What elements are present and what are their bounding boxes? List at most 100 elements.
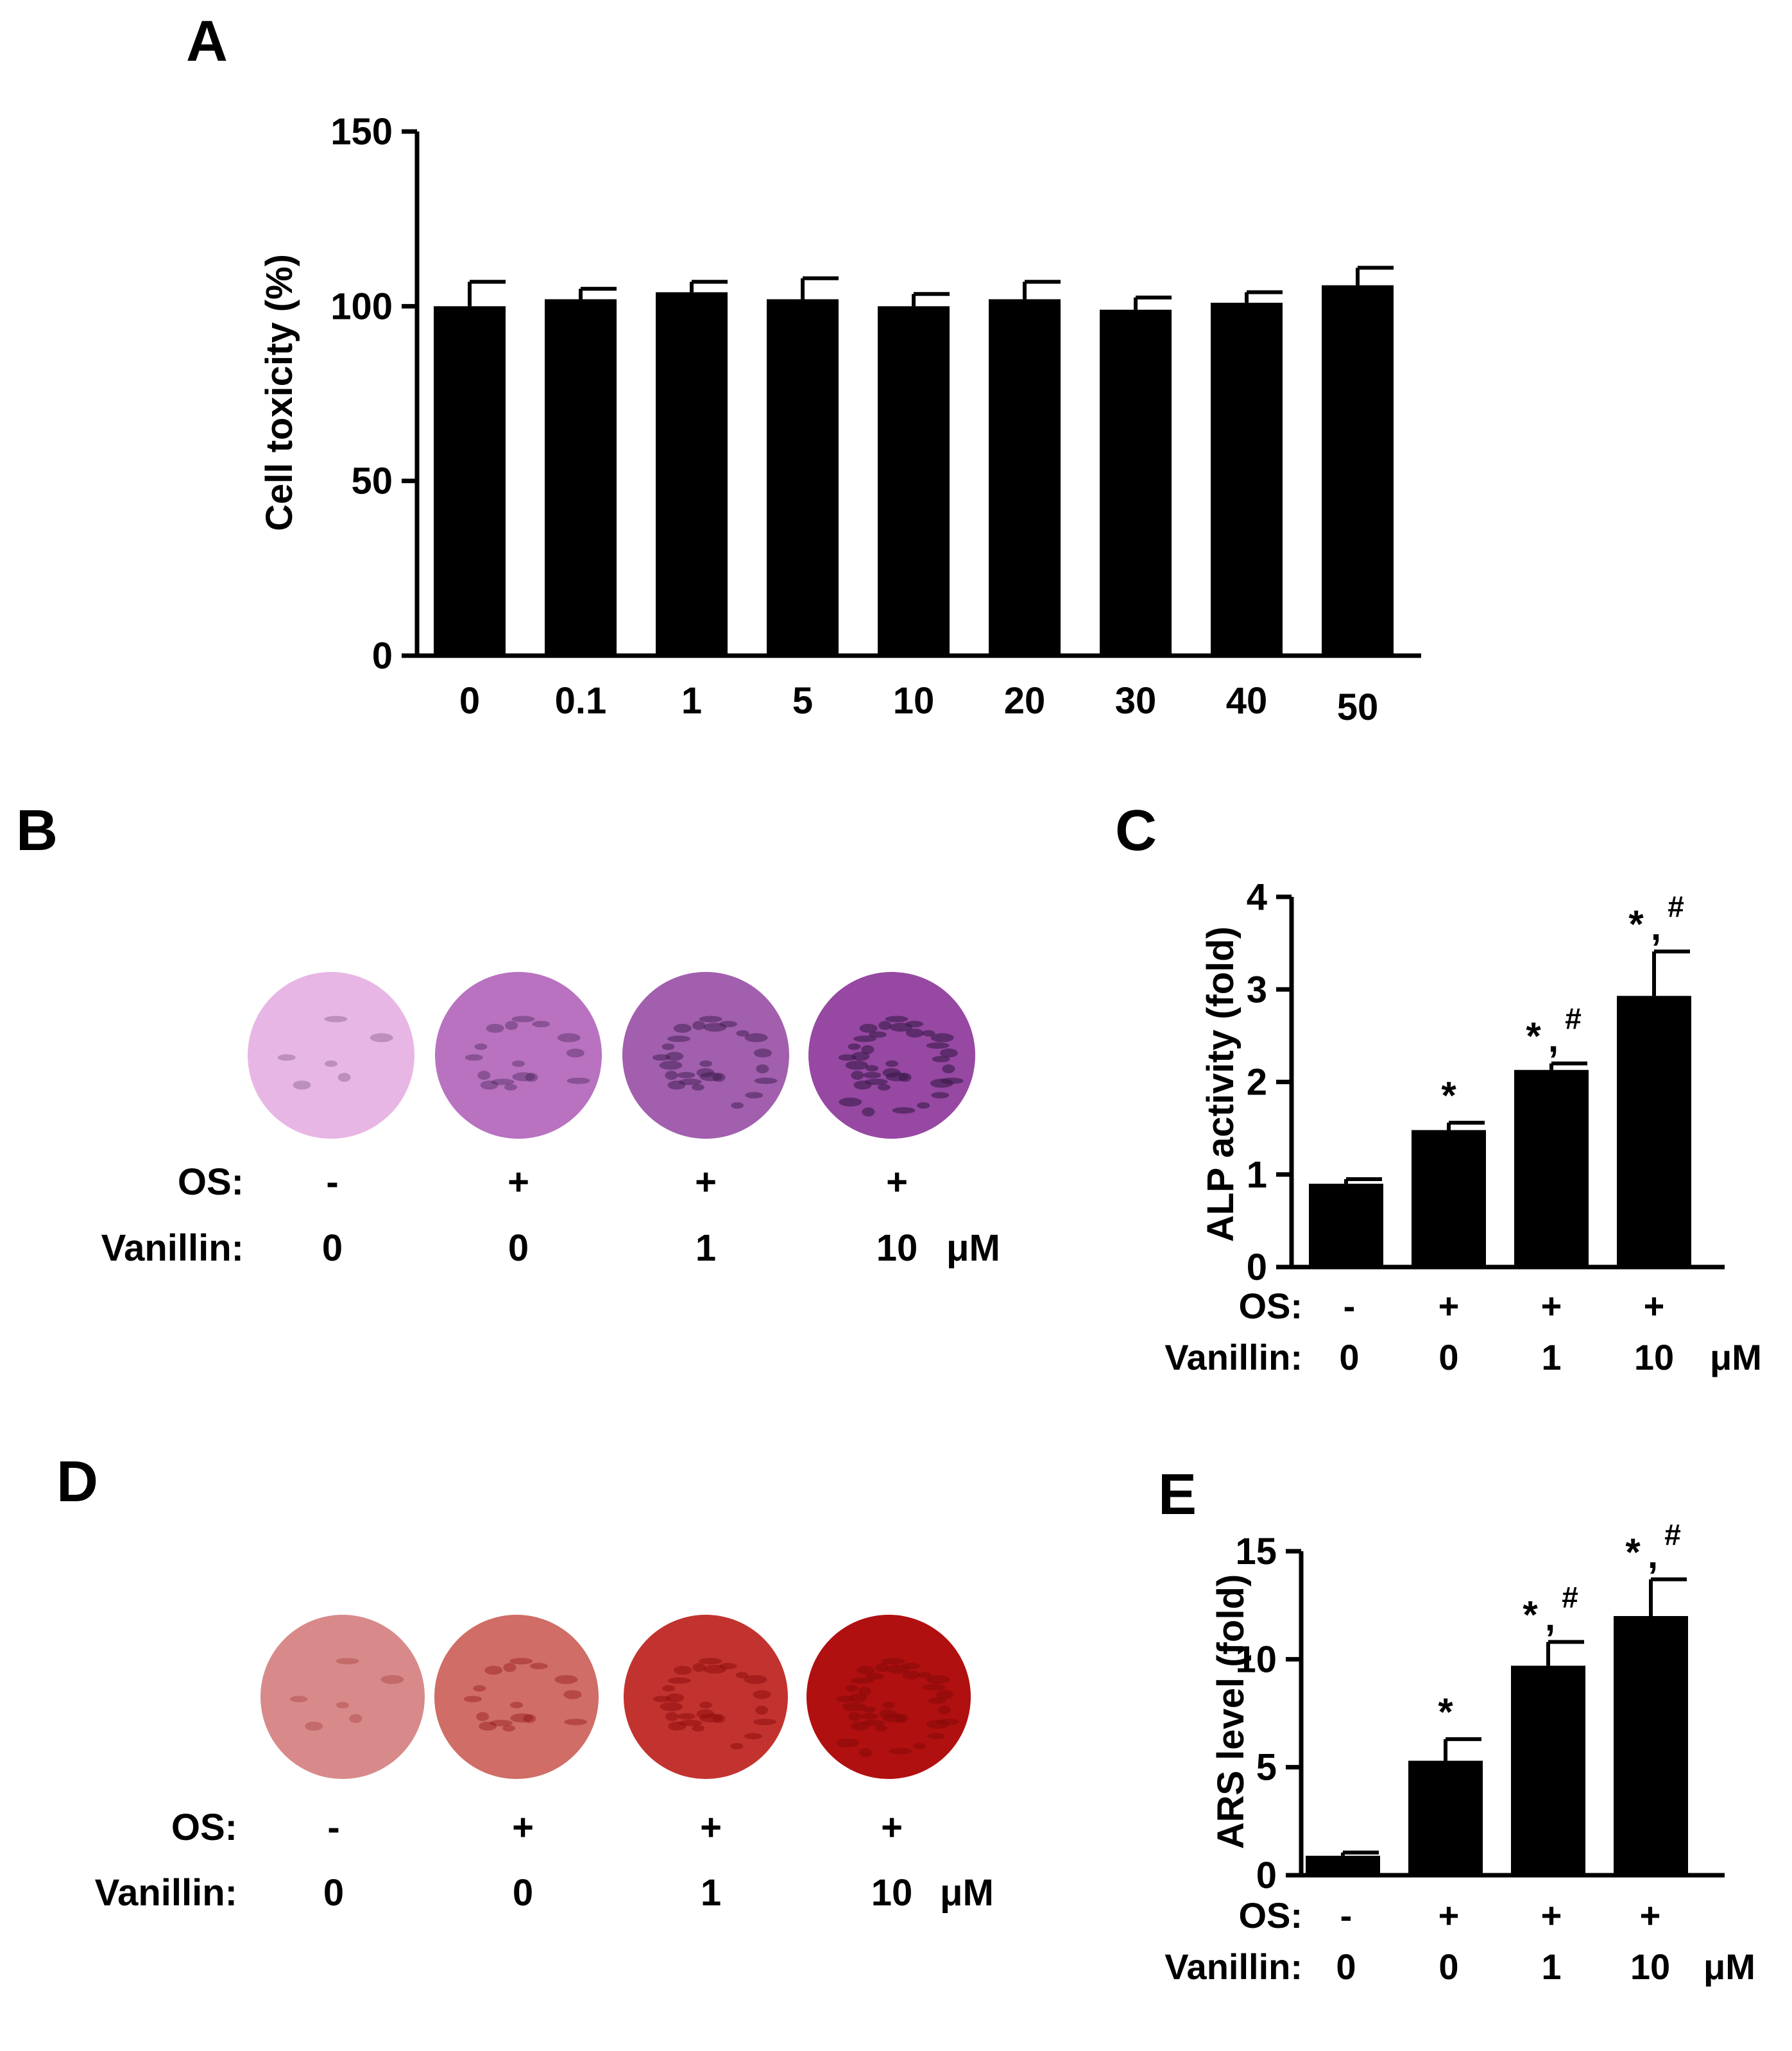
a-bar — [878, 306, 950, 656]
panel-b-well — [622, 972, 789, 1139]
panel-d-stain-spot — [918, 1672, 932, 1679]
c-bar — [1617, 996, 1691, 1267]
panel-b-stain-spot — [878, 1021, 892, 1030]
panel-d-stain-spot — [336, 1701, 349, 1708]
panel-d-stain-spot — [699, 1658, 722, 1665]
panel-d-stain-spot — [677, 1713, 695, 1720]
panel-b-stain-spot — [851, 1051, 870, 1061]
panel-b-condition-value: 0 — [322, 1227, 343, 1269]
panel-b-stain-spot — [753, 1048, 772, 1058]
panel-b-condition-value: + — [695, 1161, 717, 1203]
panel-d-stain-spot — [927, 1733, 946, 1740]
panel-d-stain-spot — [862, 1706, 876, 1713]
panel-d-stain-spot — [935, 1690, 954, 1699]
panel-b-stain-spot — [885, 1016, 909, 1023]
panel-b-stain-spot — [486, 1023, 504, 1033]
panel-b-stain-spot — [932, 1055, 950, 1062]
c-bar — [1309, 1184, 1383, 1267]
panel-d-stain-spot — [490, 1719, 513, 1726]
a-x-tick-label: 5 — [792, 680, 813, 722]
panel-b-stain-spot — [525, 1073, 538, 1082]
panel-d-stain-spot — [753, 1690, 771, 1699]
panel-b-stain-spot — [678, 1078, 702, 1085]
chart-c-condition-value: 10 — [1634, 1337, 1674, 1377]
c-y-tick-label: 3 — [1247, 969, 1267, 1010]
panel-b-stain-spot — [504, 1084, 517, 1091]
panel-b-stain-spot — [731, 1102, 744, 1109]
panel-b-stain-spot — [491, 1078, 515, 1085]
chart-e-condition-value: - — [1340, 1895, 1353, 1936]
panel-b-condition-value: + — [508, 1161, 529, 1203]
panel-d-stain-spot — [848, 1712, 862, 1721]
panel-d-stain-spot — [662, 1685, 676, 1692]
panel-d-stain-spot — [653, 1696, 671, 1703]
panel-b-stain-spot — [673, 1023, 692, 1033]
panel-d-condition-value: + — [700, 1807, 722, 1848]
panel-d-stain-spot — [699, 1713, 723, 1723]
panel-b-condition-value: - — [326, 1161, 338, 1203]
panel-d-stain-spot — [674, 1665, 692, 1675]
panel-b-condition-value: 0 — [508, 1227, 529, 1269]
chart-e-condition-value: 10 — [1630, 1946, 1670, 1987]
panel-d-stain-spot — [479, 1721, 497, 1731]
a-x-tick-label: 1 — [681, 680, 702, 722]
panel-d-condition-value: + — [881, 1807, 903, 1848]
panel-b-stain-spot — [477, 1071, 491, 1080]
panel-b-stain-spot — [505, 1021, 518, 1030]
chart-c-condition-label: Vanillin: — [1165, 1337, 1302, 1377]
panel-letter-c: C — [1115, 799, 1157, 863]
chart-a-y-label: Cell toxicity (%) — [259, 254, 300, 531]
e-significance-comma: , — [1648, 1535, 1658, 1576]
panel-d-stain-spot — [928, 1697, 946, 1704]
panel-d-well — [434, 1615, 599, 1779]
panel-d-stain-spot — [696, 1709, 715, 1719]
panel-d-stain-spot — [667, 1677, 691, 1684]
c-significance-comma: , — [1548, 1019, 1558, 1060]
stain-panel-d: OS: - + + + Vanillin: 0 0 1 10 μM — [95, 1615, 994, 1914]
panel-letter-d: D — [56, 1450, 98, 1514]
panel-b-stain-spot — [511, 1016, 535, 1023]
chart-e-condition-value: + — [1541, 1895, 1562, 1936]
panel-b-stain-spot — [756, 1064, 769, 1074]
e-y-tick-label: 5 — [1256, 1747, 1277, 1789]
panel-d-condition-value: 0 — [513, 1872, 533, 1914]
panel-b-stain-spot — [652, 1054, 670, 1061]
chart-e-condition-label: Vanillin: — [1165, 1946, 1302, 1987]
e-significance-hash: # — [1664, 1518, 1681, 1551]
c-significance-star: * — [1526, 1015, 1541, 1058]
panel-d-stain-spot — [503, 1663, 516, 1672]
panel-d-stain-spot — [484, 1665, 503, 1675]
c-significance-star: * — [1628, 903, 1644, 946]
panel-d-stain-spot — [926, 1674, 950, 1684]
panel-d-stain-spot — [349, 1714, 363, 1723]
panel-b-stain-spot — [337, 1073, 351, 1082]
panel-b-stain-spot — [277, 1054, 296, 1061]
panel-b-stain-spot — [864, 1078, 888, 1085]
chart-e-condition-value: 1 — [1541, 1946, 1561, 1987]
panel-b-stain-spot — [324, 1016, 348, 1023]
panel-d-stain-spot — [922, 1684, 946, 1691]
panel-d-stain-spot — [502, 1725, 516, 1732]
panel-d-stain-spot — [938, 1705, 951, 1715]
panel-b-stain-spot — [532, 1021, 550, 1028]
panel-b-stain-spot — [567, 1077, 590, 1084]
panel-b-stain-spot — [877, 1084, 891, 1091]
panel-b-stain-spot — [851, 1071, 864, 1080]
panel-b-stain-spot — [699, 1016, 722, 1023]
panel-d-condition-value: - — [327, 1807, 339, 1848]
panel-b-stain-spot — [744, 1033, 768, 1043]
panel-d-stain-spot — [755, 1705, 769, 1715]
panel-d-well — [624, 1615, 788, 1779]
panel-b-stain-spot — [661, 1043, 675, 1050]
panel-b-stain-spot — [862, 1107, 875, 1117]
panel-d-stain-spot — [845, 1685, 858, 1692]
panel-b-stain-spot — [692, 1021, 706, 1030]
panel-d-stain-spot — [857, 1665, 875, 1675]
panel-b-stain-spot — [474, 1043, 488, 1050]
panel-d-stain-spot — [509, 1658, 533, 1665]
e-significance-star: * — [1438, 1690, 1453, 1733]
chart-c-condition-value: 1 — [1541, 1337, 1561, 1377]
e-y-tick-label: 10 — [1235, 1638, 1277, 1680]
chart-e-condition-value: 0 — [1336, 1946, 1356, 1987]
a-bar — [1211, 302, 1283, 656]
